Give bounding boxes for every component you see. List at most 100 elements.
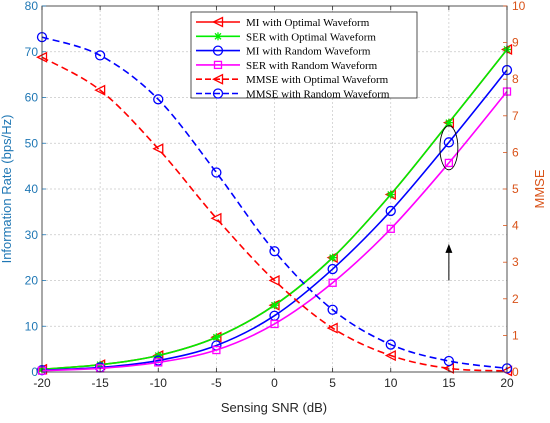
data-point (326, 322, 338, 334)
legend-marker (212, 88, 224, 99)
data-point (386, 190, 395, 199)
legend-label: SER with Optimal Waveform (246, 31, 376, 43)
series-line (41, 69, 508, 371)
x-tick-label: 15 (442, 376, 456, 390)
x-tick-label: -10 (150, 376, 168, 390)
y-right-tick-label: 7 (512, 109, 519, 123)
legend-marker (212, 73, 224, 85)
data-point (152, 143, 164, 155)
data-point (153, 94, 164, 105)
y-right-tick-label: 6 (512, 145, 519, 159)
y-left-tick-label: 80 (25, 0, 39, 13)
x-tick-label: 10 (384, 376, 398, 390)
legend: MI with Optimal Waveform SER with Optimal… (190, 11, 418, 101)
legend-entry: MMSE with Random Waveform (196, 88, 390, 101)
legend-box (190, 11, 418, 99)
y-right-tick-label: 8 (512, 72, 519, 86)
series-line (41, 56, 508, 372)
legend-entry: MI with Optimal Waveform (196, 16, 370, 29)
data-point (444, 158, 454, 168)
legend-entry: MI with Random Waveform (196, 45, 371, 58)
x-tick-label: -5 (211, 376, 222, 390)
y-left-tick-label: 50 (25, 136, 39, 150)
data-point (327, 263, 338, 275)
x-axis-label: Sensing SNR (dB) (221, 400, 327, 415)
data-point (269, 246, 280, 257)
data-point (386, 224, 395, 233)
data-point (153, 355, 164, 366)
grid-lines (42, 6, 507, 372)
legend-label: MI with Random Waveform (246, 46, 371, 58)
x-tick-label: 0 (271, 376, 278, 390)
data-point (212, 333, 221, 342)
y-right-tick-label: 3 (512, 255, 519, 269)
data-point (270, 319, 279, 329)
marker-stroke (445, 119, 453, 127)
legend-items: MI with Optimal Waveform SER with Optimal… (196, 16, 390, 101)
data-point (385, 339, 396, 350)
y-right-tick-label: 0 (512, 365, 519, 379)
y-left-tick-label: 10 (25, 319, 39, 333)
data-point (443, 355, 455, 367)
series-layer (36, 31, 513, 377)
data-point (328, 253, 337, 262)
y-left-axis-label: Information Rate (bps/Hz) (0, 115, 14, 264)
legend-label: MI with Optimal Waveform (246, 17, 370, 29)
y-left-tick-label: 40 (25, 182, 39, 196)
data-point (328, 278, 337, 287)
legend-label: SER with Random Waveform (246, 60, 378, 72)
legend-label: MMSE with Optimal Waveform (246, 74, 389, 86)
data-point (154, 358, 163, 367)
y-left-tick-label: 30 (25, 228, 39, 242)
legend-marker (214, 32, 222, 41)
y-right-tick-label: 1 (512, 328, 519, 342)
y-right-tick-label: 4 (512, 219, 519, 233)
x-tick-label: -15 (91, 376, 109, 390)
y-right-tick-label: 10 (512, 0, 526, 13)
marker-stroke (271, 301, 278, 309)
y-right-tick-label: 9 (512, 36, 519, 50)
annotation-arrow-head (445, 243, 453, 253)
marker-stroke (214, 32, 222, 40)
marker-stroke (212, 333, 220, 341)
y-left-tick-label: 70 (25, 45, 39, 59)
marker-stroke (387, 191, 395, 198)
data-point (94, 84, 106, 96)
y-left-tick-label: 0 (31, 365, 38, 379)
legend-label: MMSE with Random Waveform (246, 89, 390, 101)
data-point (384, 349, 396, 362)
data-point (210, 212, 222, 224)
annotation-ellipse (439, 125, 459, 171)
data-point (268, 274, 280, 287)
y-right-axis-label: MMSE (532, 169, 547, 208)
series-line (41, 48, 508, 371)
legend-entry: SER with Optimal Waveform (196, 31, 376, 43)
legend-marker (212, 45, 224, 56)
legend-entry: SER with Random Waveform (196, 60, 378, 72)
data-point (270, 301, 279, 310)
marker-stroke (329, 254, 337, 262)
annotation-layer (439, 125, 459, 281)
data-point (212, 345, 221, 355)
x-tick-label: 5 (329, 376, 336, 390)
series-line (41, 36, 508, 370)
data-point (327, 304, 338, 315)
data-point (211, 167, 222, 178)
series-line (41, 91, 508, 372)
data-point (94, 50, 106, 61)
legend-marker (212, 16, 224, 28)
tick-labels: -20 -15 -10 -5 0 5 10 15 20010203040506070800123… (25, 0, 526, 390)
y-right-tick-label: 2 (512, 292, 519, 306)
y-left-tick-label: 60 (25, 91, 39, 105)
y-right-tick-label: 5 (512, 182, 519, 196)
x-tick-label: -20 (33, 376, 51, 390)
y-left-tick-label: 20 (25, 274, 39, 288)
legend-marker (213, 60, 223, 70)
legend-entry: MMSE with Optimal Waveform (196, 73, 389, 86)
data-point (443, 137, 455, 148)
data-point (385, 205, 396, 217)
x-tick-label: 20 (500, 376, 514, 390)
data-point (444, 118, 453, 127)
